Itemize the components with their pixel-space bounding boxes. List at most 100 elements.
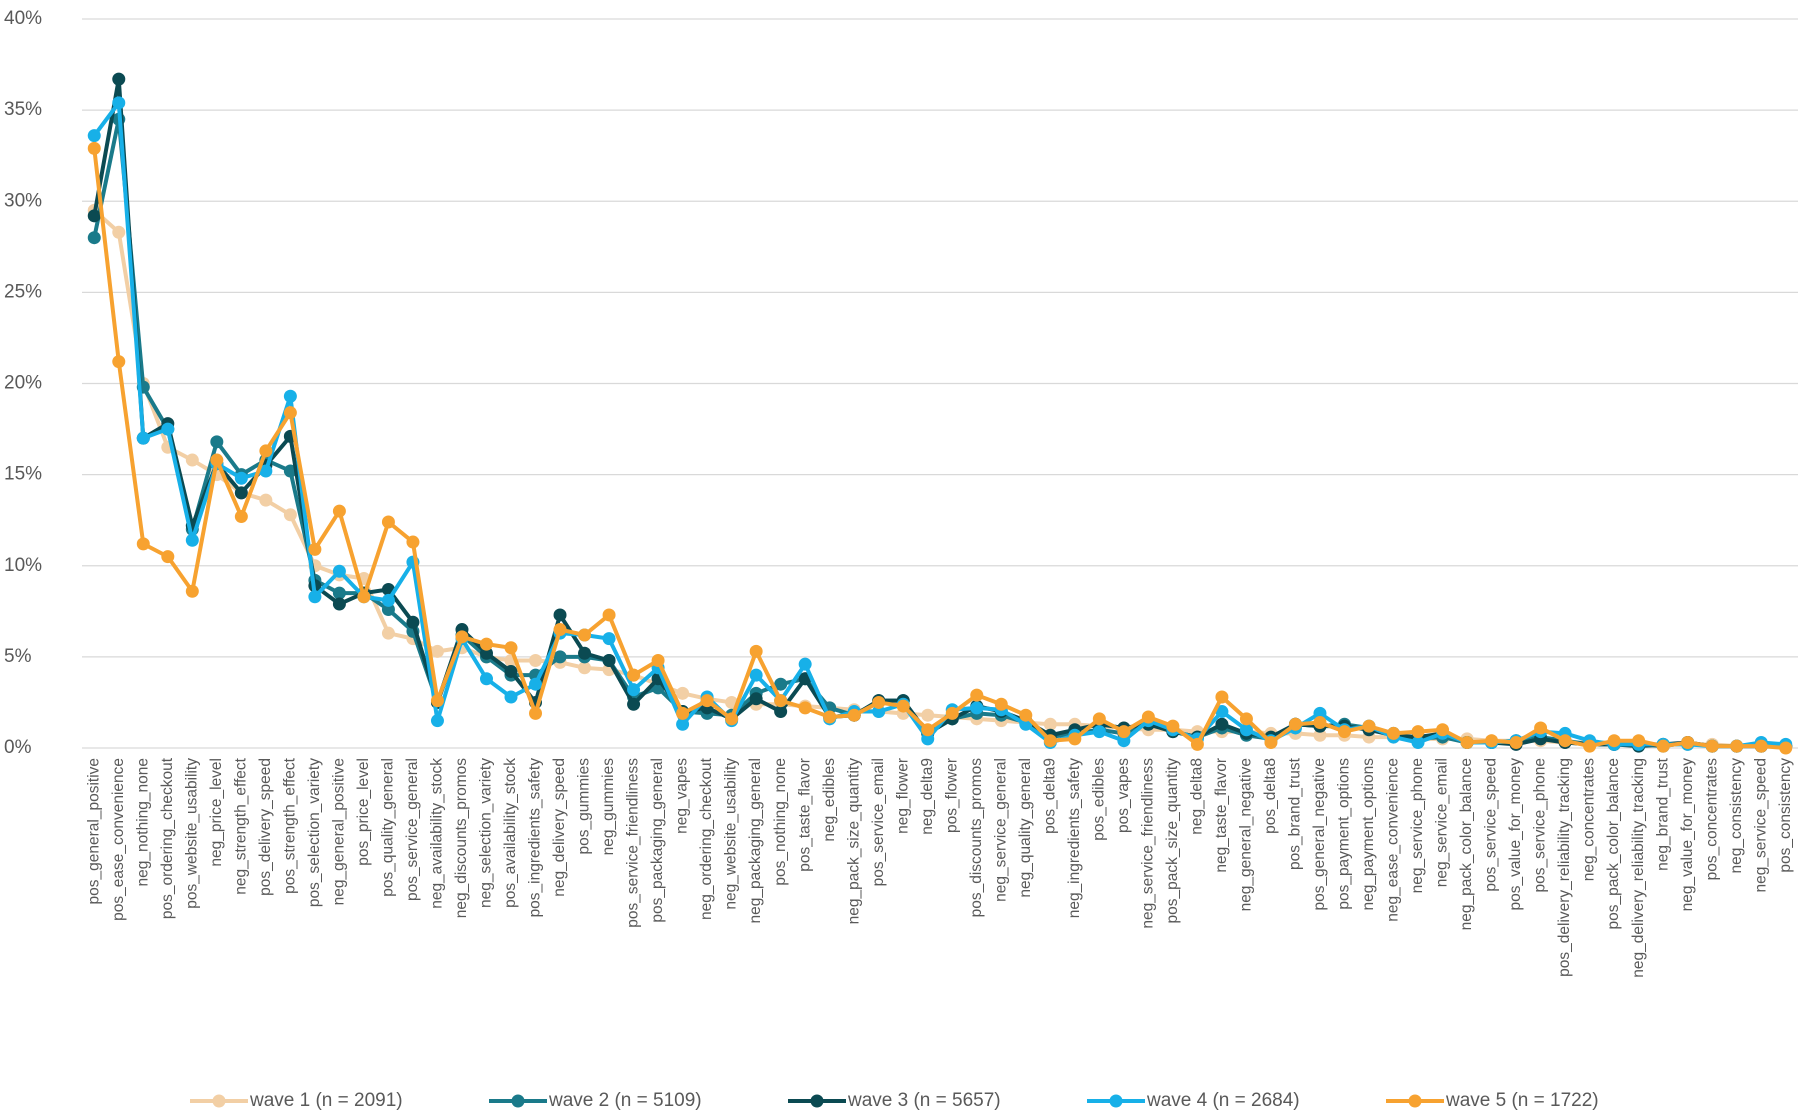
point [185,533,199,547]
point [1485,734,1499,748]
x-tick-label: pos_edibles [1090,758,1107,841]
x-tick-label: neg_quality_general [1017,758,1034,898]
point [578,646,592,660]
point [87,209,101,223]
y-tick-label: 25% [4,281,42,302]
x-tick-label: pos_delivery_reliability_tracking [1556,758,1573,977]
point [1705,739,1719,753]
point [234,486,248,500]
x-tick-label: neg_payment_options [1360,758,1377,911]
point [872,695,886,709]
x-tick-label: neg_concentrates [1581,758,1598,881]
point [1068,732,1082,746]
series-line [92,117,1786,749]
point [1190,737,1204,751]
point [774,694,788,708]
x-tick-label: pos_service_general [404,758,421,901]
y-tick-label: 35% [4,99,42,120]
x-tick-label: pos_price_level [355,758,372,866]
x-tick-label: neg_ease_convenience [1385,758,1402,922]
point [1632,734,1646,748]
x-tick-label: neg_ingredients_safety [1066,758,1083,919]
x-tick-label: pos_selection_variety [306,758,323,907]
x-tick-label: pos_concentrates [1703,758,1720,881]
x-tick-label: neg_consistency [1728,758,1745,874]
series-line [92,77,1786,749]
point [332,564,346,578]
point [136,431,150,445]
x-tick-label: neg_pack_color_balance [1458,758,1475,930]
point [332,597,346,611]
point [283,389,297,403]
point [1092,712,1106,726]
x-tick-label: neg_selection_variety [478,758,495,908]
point [1436,723,1450,737]
x-tick-label: neg_value_for_money [1679,758,1696,912]
point [921,732,935,746]
legend-label: wave 1 (n = 2091) [249,1090,403,1111]
point [234,510,248,524]
point [1583,739,1597,753]
legend-label: wave 4 (n = 2684) [1146,1090,1300,1111]
x-tick-label: pos_service_phone [1532,758,1549,892]
x-tick-label: neg_packaging_general [747,758,764,923]
x-tick-label: pos_general_negative [1311,758,1328,911]
x-tick-label: neg_vapes [674,758,691,834]
x-tick-label: pos_payment_options [1336,758,1353,910]
x-tick-label: neg_general_positive [330,758,347,905]
point [259,464,273,478]
point [283,406,297,420]
x-tick-label: pos_strength_effect [281,757,298,894]
point [283,508,297,522]
series-line [92,208,1786,749]
point [504,641,518,655]
x-tick-label: pos_quality_general [380,758,397,897]
legend-marker [1109,1094,1123,1108]
point [357,590,371,604]
point [1362,719,1376,733]
legend-label: wave 5 (n = 1722) [1445,1090,1599,1111]
point [430,694,444,708]
point [627,697,641,711]
point [210,453,224,467]
x-tick-label: pos_ease_convenience [110,758,127,921]
x-tick-label: neg_brand_trust [1654,757,1671,871]
point [1460,736,1474,750]
point [332,586,346,600]
point [921,708,935,722]
point [1288,717,1302,731]
point [945,706,959,720]
x-tick-label: pos_delta9 [1041,758,1058,834]
point [1239,723,1253,737]
point [1313,715,1327,729]
point [676,706,690,720]
point [1558,734,1572,748]
point [553,650,567,664]
point [578,628,592,642]
x-tick-label: neg_delta9 [919,758,936,835]
x-tick-label: pos_value_for_money [1507,758,1524,911]
point [896,699,910,713]
x-tick-label: pos_delta8 [1262,758,1279,834]
x-tick-label: pos_taste_flavor [796,758,813,872]
point [1779,741,1793,755]
point [627,683,641,697]
point [381,593,395,607]
point [1387,726,1401,740]
point [994,697,1008,711]
series [87,72,1793,753]
legend-marker [1408,1094,1422,1108]
x-tick-label: neg_general_negative [1238,758,1255,911]
point [1607,734,1621,748]
point [1509,736,1523,750]
point [676,686,690,700]
x-tick-label: pos_service_speed [1483,758,1500,892]
point [529,677,543,691]
point [161,550,175,564]
point [700,694,714,708]
x-tick-label: neg_strength_effect [232,757,249,894]
x-tick-label: neg_delivery_reliability_tracking [1630,758,1647,978]
x-tick-label: neg_service_general [992,758,1009,902]
x-tick-label: pos_packaging_general [649,758,666,923]
